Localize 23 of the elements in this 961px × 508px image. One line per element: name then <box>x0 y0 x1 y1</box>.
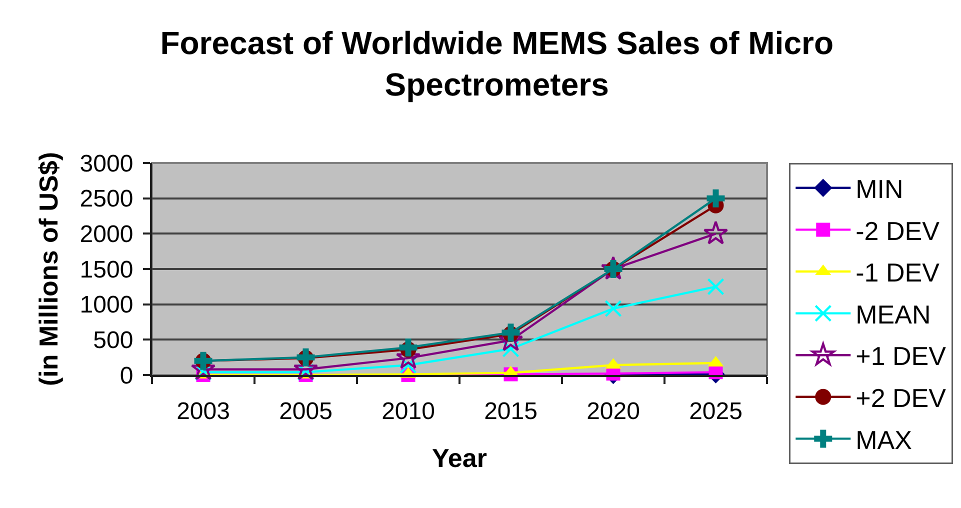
y-tick-label: 3000 <box>80 150 134 178</box>
y-tick-label: 1500 <box>80 256 134 284</box>
legend-label: +1 DEV <box>856 341 947 372</box>
y-tick-label: 2500 <box>80 186 134 213</box>
chart-title: Forecast of Worldwide MEMS Sales of Micro Spectrometers <box>160 24 834 102</box>
x-tick-label: 2015 <box>484 398 538 425</box>
y-axis-title: (in Millions of US$) <box>34 152 64 386</box>
x-tick-label: 2003 <box>176 398 230 425</box>
y-tick-label: 0 <box>120 362 134 390</box>
legend-label: MEAN <box>856 299 931 330</box>
x-tick-label: 2005 <box>279 398 332 425</box>
legend-label: MIN <box>856 174 904 204</box>
x-tick-label: 2025 <box>689 398 742 425</box>
x-tick-label: 2020 <box>586 398 640 425</box>
y-tick-label: 2000 <box>80 221 134 248</box>
y-tick-label: 1000 <box>80 292 134 319</box>
legend-label: MAX <box>856 424 912 455</box>
legend-label: -1 DEV <box>856 258 940 288</box>
legend-label: +2 DEV <box>856 383 947 414</box>
x-tick-label: 2010 <box>382 398 435 425</box>
x-axis-title: Year <box>432 443 487 473</box>
legend-label: -2 DEV <box>856 216 940 246</box>
y-tick-label: 500 <box>93 327 134 354</box>
